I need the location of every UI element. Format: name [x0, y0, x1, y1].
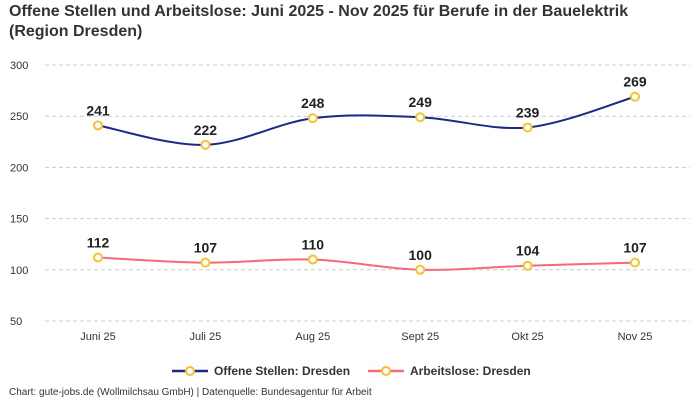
- x-tick-label: Juli 25: [190, 331, 222, 343]
- data-point: [200, 257, 211, 268]
- data-label: 107: [194, 240, 218, 256]
- data-point: [522, 122, 533, 133]
- legend-marker: [185, 366, 195, 376]
- x-tick-label: Aug 25: [295, 331, 330, 343]
- data-label: 112: [87, 235, 110, 251]
- data-label: 241: [86, 102, 110, 118]
- data-point: [307, 254, 318, 265]
- chart-source: Chart: gute-jobs.de (Wollmilchsau GmbH) …: [9, 387, 372, 398]
- series-line: [97, 256, 636, 271]
- data-label: 239: [516, 104, 540, 120]
- data-point: [522, 260, 533, 271]
- x-tick-label: Okt 25: [511, 331, 543, 343]
- data-point: [93, 252, 103, 263]
- data-point: [307, 113, 318, 124]
- data-label: 110: [302, 237, 325, 253]
- data-label: 222: [194, 122, 218, 138]
- data-label: 107: [623, 240, 647, 256]
- data-label: 104: [516, 243, 540, 259]
- y-tick-label: 300: [10, 60, 28, 72]
- series-line: [97, 95, 636, 146]
- y-tick-label: 250: [10, 111, 28, 123]
- data-point: [200, 139, 211, 150]
- x-tick-label: Sept 25: [401, 331, 439, 343]
- data-label: 248: [301, 95, 325, 111]
- data-point: [630, 91, 640, 102]
- y-tick-label: 100: [10, 265, 28, 277]
- legend-label: Arbeitslose: Dresden: [410, 364, 531, 378]
- chart-title: Offene Stellen und Arbeitslose: Juni 202…: [9, 3, 629, 40]
- x-tick-label: Nov 25: [618, 331, 653, 343]
- data-label: 269: [623, 74, 647, 90]
- legend-marker: [381, 366, 391, 376]
- y-tick-label: 200: [10, 162, 28, 174]
- y-tick-label: 50: [10, 316, 22, 328]
- x-tick-label: Juni 25: [80, 331, 115, 343]
- legend-label: Offene Stellen: Dresden: [214, 364, 350, 378]
- data-point: [415, 112, 426, 123]
- data-label: 249: [409, 94, 433, 110]
- data-point: [93, 120, 103, 131]
- y-tick-label: 150: [10, 214, 28, 226]
- data-point: [415, 264, 426, 275]
- data-point: [630, 257, 640, 268]
- data-label: 100: [409, 247, 433, 263]
